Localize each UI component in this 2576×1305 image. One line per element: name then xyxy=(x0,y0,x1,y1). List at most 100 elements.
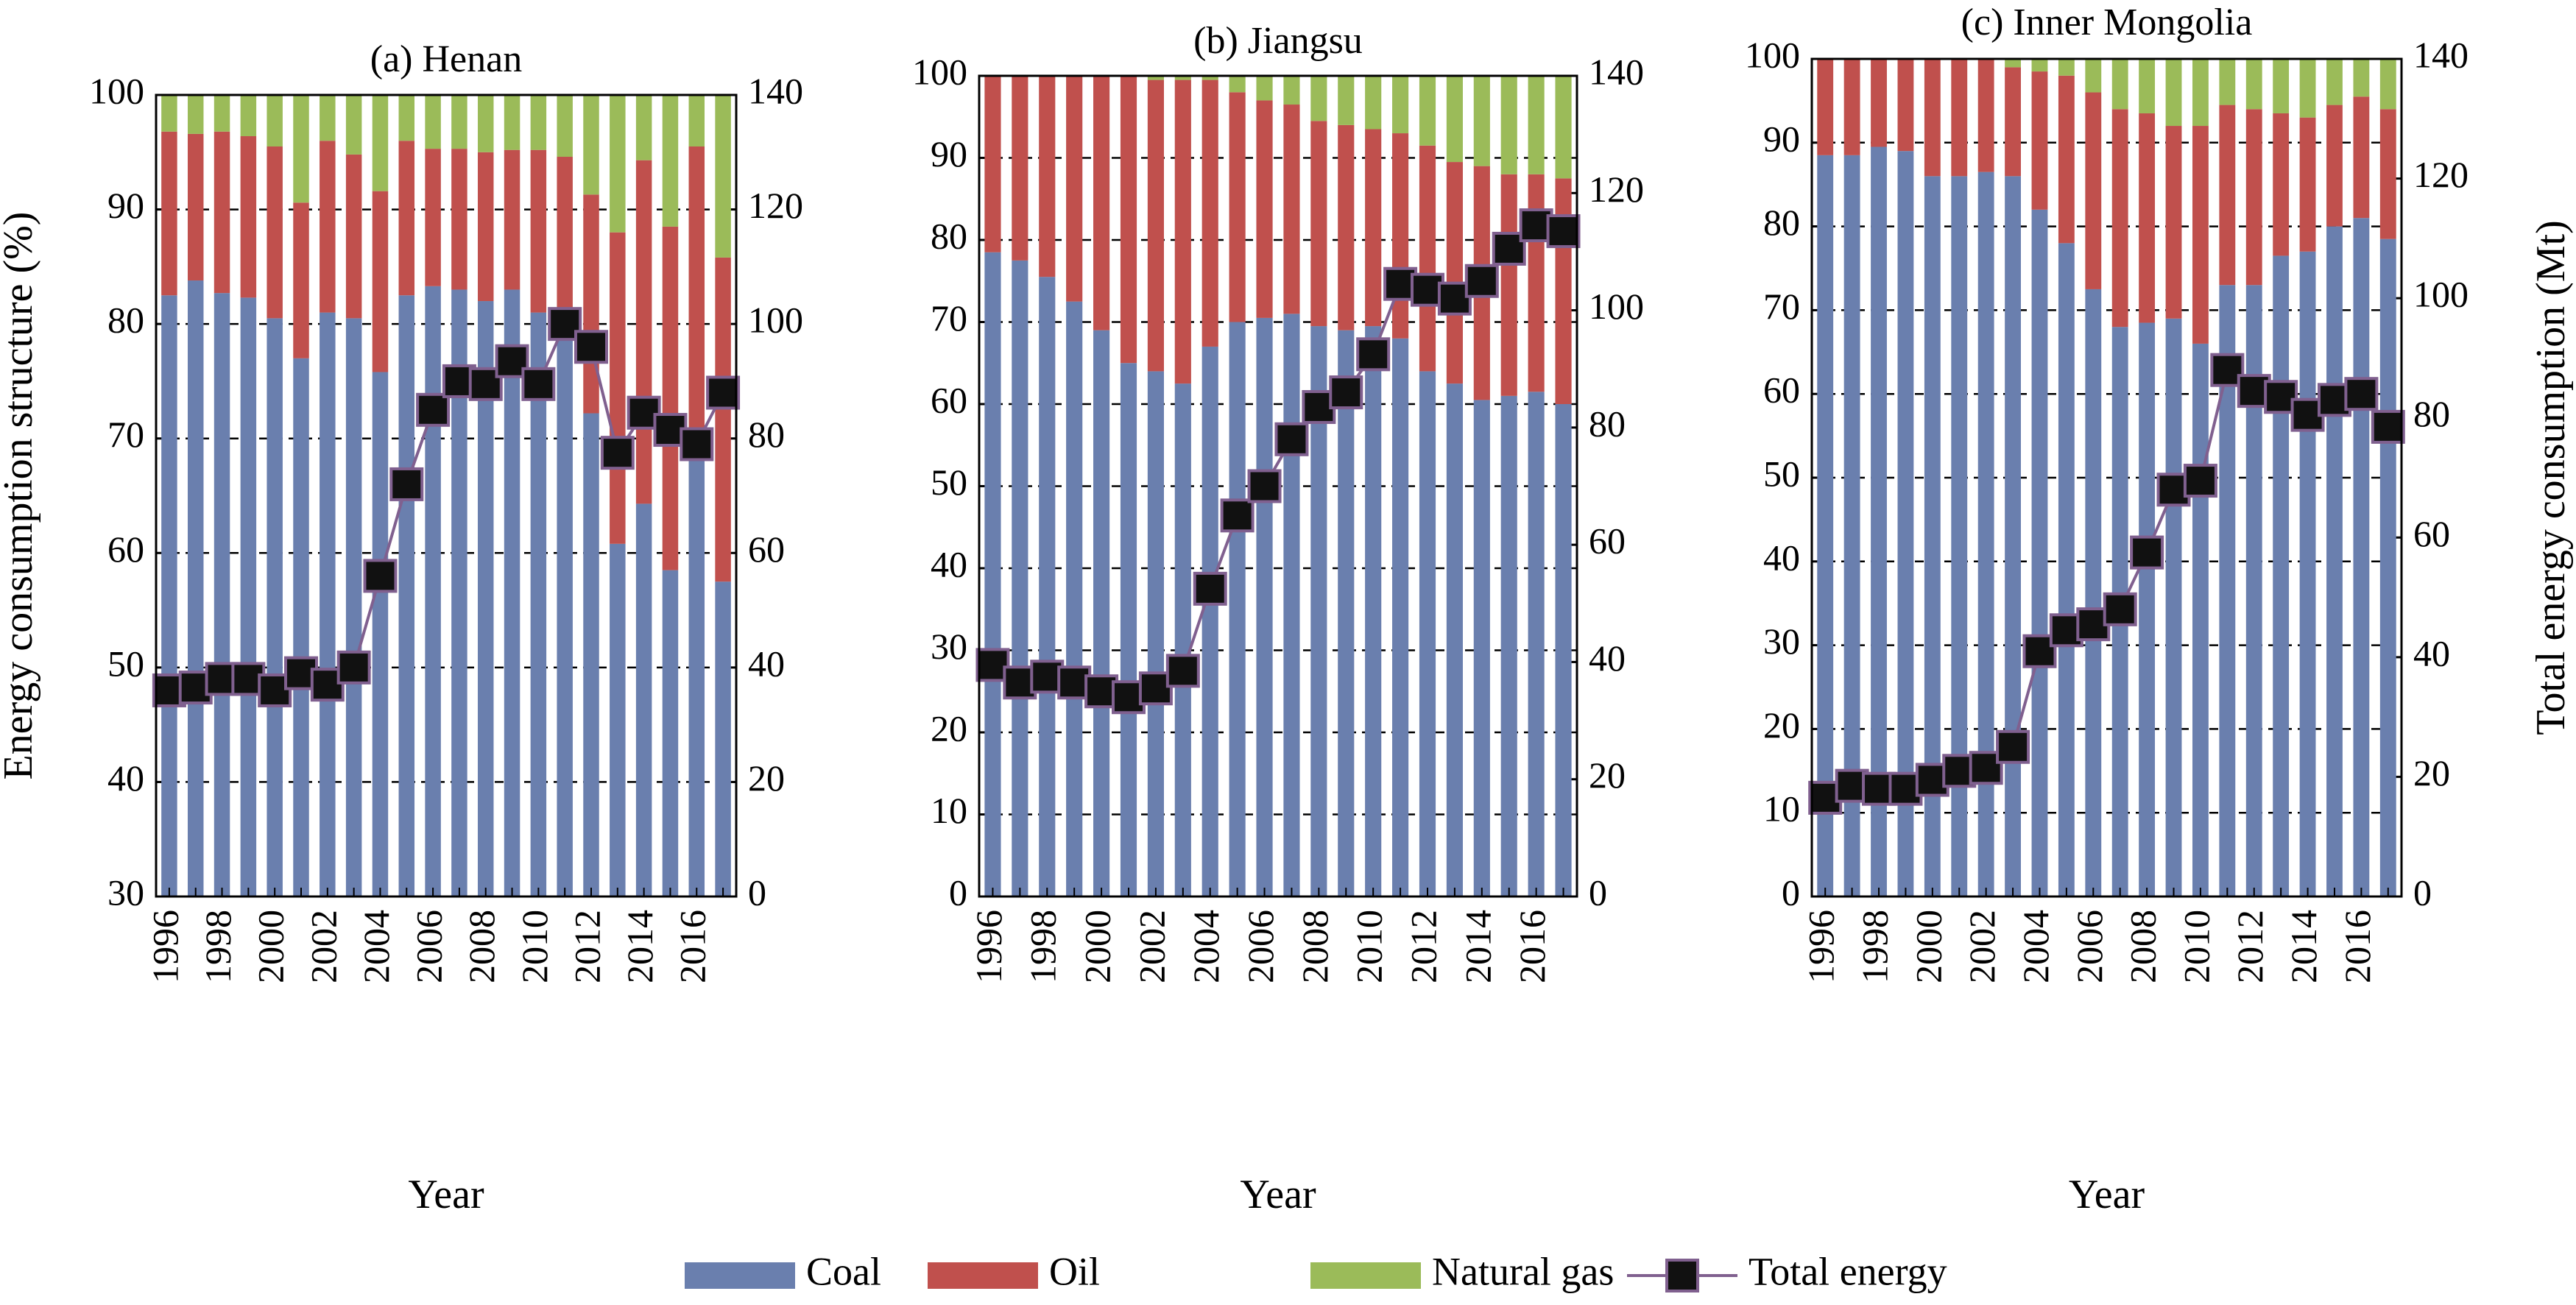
bar-segment xyxy=(715,257,731,582)
bar-segment xyxy=(293,358,309,896)
bar-segment xyxy=(1012,76,1028,261)
panel: 0 10 20 30 40 50 60 70 80 90 100 0 20 40 60 80 100 120 140… xyxy=(912,20,1644,1217)
y-tick-label: 70 xyxy=(107,414,144,455)
bar-segment xyxy=(320,95,336,141)
bar-segment xyxy=(2085,59,2102,93)
x-tick-label: 1998 xyxy=(1854,910,1895,983)
bar-segment xyxy=(1256,76,1273,101)
total-marker xyxy=(1329,375,1363,410)
bar-segment xyxy=(688,438,705,896)
bar-segment xyxy=(1871,146,1887,897)
y-tick-label: 20 xyxy=(1763,704,1800,746)
bar-segment xyxy=(1283,76,1300,105)
panel: 0 10 20 30 40 50 60 70 80 90 100 0 20 40 60 80 100 120 140… xyxy=(1745,1,2574,1217)
total-marker xyxy=(1464,264,1499,298)
bar-segment xyxy=(1528,174,1545,392)
bar-segment xyxy=(1365,129,1382,327)
y-tick-label: 50 xyxy=(931,461,967,503)
bar-segment xyxy=(1924,176,1941,896)
y-tick-label: 30 xyxy=(931,626,967,667)
x-tick-label: 2000 xyxy=(1908,910,1949,983)
bar-segment xyxy=(214,95,230,132)
bar-segment xyxy=(688,95,705,147)
bar-segment xyxy=(2379,109,2396,239)
bar-segment xyxy=(662,570,679,896)
bar-segment xyxy=(1500,174,1517,396)
bar-segment xyxy=(2326,59,2343,105)
legend-marker xyxy=(1665,1259,1699,1292)
plot-frame xyxy=(155,93,738,898)
total-marker xyxy=(627,395,661,430)
y-tick-label: 10 xyxy=(1763,788,1800,830)
bar-segment xyxy=(372,372,389,896)
bar-segment xyxy=(1283,105,1300,314)
bar-segment xyxy=(1817,59,1834,155)
bar-segment xyxy=(1174,76,1191,80)
bar-segment xyxy=(1977,59,1994,172)
bar-segment xyxy=(398,141,415,296)
total-marker xyxy=(1546,214,1581,249)
y-tick-label: 30 xyxy=(1763,620,1800,662)
bar-segment xyxy=(345,154,362,319)
y-tick-label: 0 xyxy=(1782,871,1800,913)
total-marker xyxy=(2183,464,2217,498)
total-marker xyxy=(416,392,451,427)
legend-swatch xyxy=(685,1262,795,1289)
x-tick-label: 2016 xyxy=(672,910,713,983)
bar-segment xyxy=(2005,59,2021,68)
bar-segment xyxy=(451,95,467,149)
bar-segment xyxy=(662,226,679,570)
bar-segment xyxy=(187,95,204,134)
bar-segment xyxy=(1338,330,1355,896)
bar-segment xyxy=(451,149,467,290)
bar-segment xyxy=(1066,301,1083,896)
y2-tick-label: 80 xyxy=(1589,403,1626,444)
legend-swatch xyxy=(1310,1262,1421,1289)
x-tick-label: 2016 xyxy=(2337,910,2378,983)
x-tick-label: 2014 xyxy=(619,910,660,983)
bar-segment xyxy=(530,95,547,150)
x-tick-label: 2008 xyxy=(2122,910,2164,983)
x-tick-label: 2010 xyxy=(514,910,555,983)
total-marker xyxy=(1356,337,1391,372)
bar-segment xyxy=(398,95,415,141)
chart-title: (b) Jiangsu xyxy=(1193,20,1363,62)
y-axis-label: Energy consumption structure (%) xyxy=(0,212,41,780)
y-tick-label: 60 xyxy=(107,528,144,570)
bar-segment xyxy=(2165,59,2182,127)
total-marker xyxy=(600,436,635,470)
bar-segment xyxy=(1473,400,1490,896)
bar-segment xyxy=(1201,76,1218,80)
total-marker xyxy=(706,375,741,410)
bar-segment xyxy=(557,324,573,897)
bar-segment xyxy=(2192,126,2209,344)
legend-label: Total energy xyxy=(1748,1249,1947,1293)
y-tick-label: 10 xyxy=(931,790,967,831)
y-tick-label: 100 xyxy=(1745,34,1800,75)
y2-tick-label: 40 xyxy=(748,643,785,684)
bar-segment xyxy=(530,149,547,313)
x-tick-label: 2010 xyxy=(1349,910,1390,983)
y-tick-label: 100 xyxy=(89,70,144,111)
bar-segment xyxy=(2245,59,2262,110)
bar-segment xyxy=(1120,363,1137,896)
bar-segment xyxy=(161,95,177,132)
bar-segment xyxy=(2058,243,2075,896)
bar-segment xyxy=(1843,155,1860,896)
bar-segment xyxy=(984,252,1001,897)
bar-segment xyxy=(345,318,362,897)
y-tick-label: 30 xyxy=(107,871,144,913)
legend-label: Coal xyxy=(806,1249,881,1293)
bar-segment xyxy=(187,133,204,281)
x-tick-label: 2006 xyxy=(2069,910,2110,983)
y2-tick-label: 20 xyxy=(1589,754,1626,796)
x-tick-label: 2008 xyxy=(1294,910,1335,983)
x-tick-label: 2012 xyxy=(566,910,607,983)
y2-tick-label: 0 xyxy=(1589,871,1607,913)
plot-frame xyxy=(978,74,1578,898)
bar-segment xyxy=(2085,92,2102,289)
y2-tick-label: 120 xyxy=(748,185,803,226)
bar-segment xyxy=(715,581,731,896)
bar-segment xyxy=(1392,338,1409,896)
